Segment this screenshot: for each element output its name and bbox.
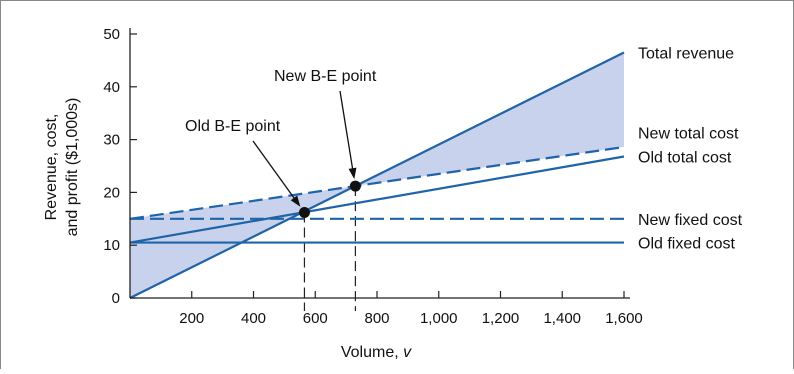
- y-tick-label: 20: [103, 184, 120, 201]
- series-label-new-total-cost: New total cost: [638, 126, 739, 143]
- x-tick-label: 800: [364, 310, 389, 327]
- breakeven-arrow-shaft: [252, 140, 297, 201]
- x-tick-label: 600: [303, 310, 328, 327]
- x-axis-title-var: v: [403, 344, 412, 361]
- breakeven-arrow-shaft: [339, 90, 354, 172]
- x-tick-label: 1,400: [543, 310, 581, 327]
- x-tick-label: 200: [179, 310, 204, 327]
- breakeven-point-new-b-e-point: [349, 180, 361, 192]
- series-line-old-total-cost: [129, 155, 625, 244]
- y-tick-label: 40: [103, 79, 120, 96]
- series-line-new-total-cost: [129, 145, 625, 220]
- y-axis-title-line1: Revenue, cost,: [43, 114, 60, 221]
- breakeven-arrow-head: [348, 167, 357, 180]
- y-tick-label: 10: [103, 237, 120, 254]
- y-tick-label: 30: [103, 132, 120, 149]
- series-label-old-fixed-cost: Old fixed cost: [638, 236, 735, 253]
- y-axis-title-line2: and profit ($1,000s): [64, 98, 81, 237]
- x-tick-label: 1,000: [420, 310, 458, 327]
- y-tick-label: 50: [103, 26, 120, 43]
- x-axis-title-text: Volume,: [341, 344, 403, 361]
- series-group: Total revenue New total cost Old total cos…: [129, 45, 743, 299]
- series-label-old-total-cost: Old total cost: [638, 149, 732, 166]
- axes-group: [129, 28, 630, 299]
- x-tick-label: 400: [241, 310, 266, 327]
- ticks-group: 0 10 20 30 40 50 200 400 600 800 1,000 1,200 1,400 1,…: [103, 26, 642, 327]
- series-line-total-revenue: [129, 51, 625, 299]
- x-axis-title: Volume, v: [341, 344, 412, 361]
- x-tick-label: 1,600: [605, 310, 643, 327]
- breakeven-label-old-b-e-point: Old B-E point: [185, 118, 281, 135]
- breakeven-label-new-b-e-point: New B-E point: [274, 68, 377, 85]
- breakeven-arrow-head: [290, 195, 301, 207]
- guide-lines-group: [303, 186, 356, 311]
- points-group: Old B-E point New B-E point: [185, 68, 377, 218]
- x-tick-label: 1,200: [482, 310, 520, 327]
- breakeven-point-old-b-e-point: [298, 206, 310, 218]
- series-label-new-fixed-cost: New fixed cost: [638, 212, 743, 229]
- y-tick-label: 0: [112, 290, 120, 307]
- series-label-total-revenue: Total revenue: [638, 45, 734, 62]
